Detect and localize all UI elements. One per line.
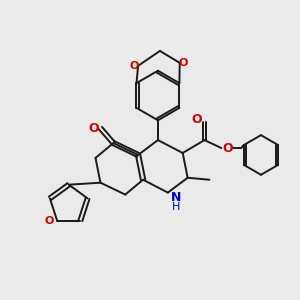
- Text: O: O: [130, 61, 139, 71]
- Text: O: O: [44, 215, 54, 226]
- Text: O: O: [179, 58, 188, 68]
- Text: N: N: [171, 191, 181, 204]
- Text: O: O: [191, 113, 202, 126]
- Text: O: O: [222, 142, 232, 154]
- Text: O: O: [88, 122, 99, 135]
- Text: H: H: [172, 202, 180, 212]
